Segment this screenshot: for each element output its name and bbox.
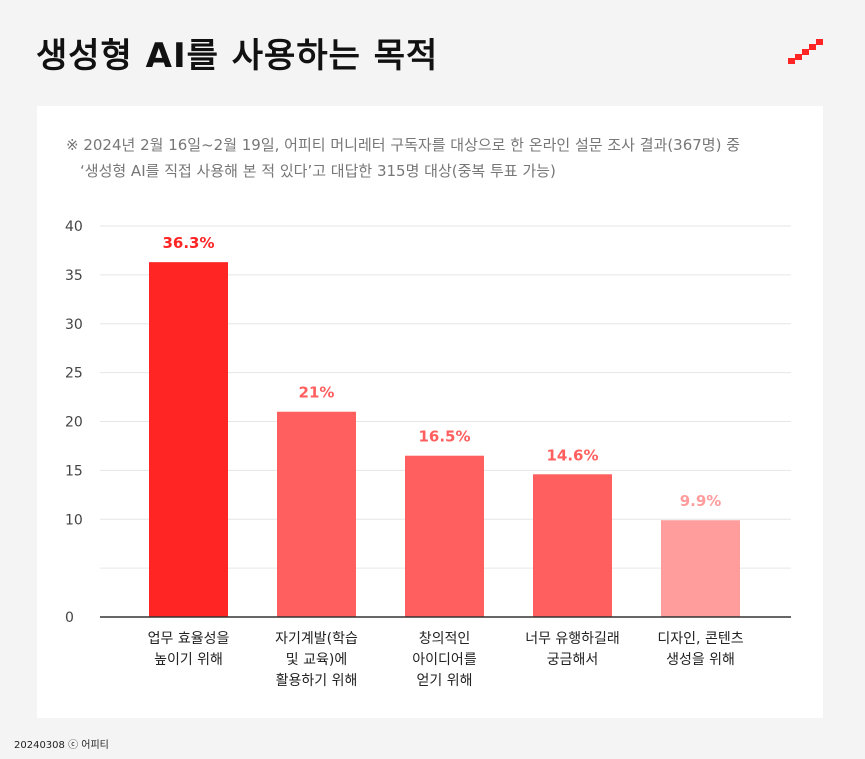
x-tick-label: 및 교육)에 <box>286 652 347 668</box>
y-tick-label: 35 <box>65 268 83 284</box>
y-tick-label: 40 <box>65 219 83 235</box>
y-tick-label: 20 <box>65 415 83 431</box>
bar <box>661 520 740 617</box>
page-title: 생성형 AI를 사용하는 목적 <box>36 36 439 76</box>
x-tick-label: 높이기 위해 <box>154 652 223 668</box>
x-tick-label: 디자인, 콘텐츠 <box>657 631 743 647</box>
bar <box>277 411 356 617</box>
x-tick-label: 아이디어를 <box>412 652 477 668</box>
bar <box>149 262 228 617</box>
x-tick-label: 궁금해서 <box>547 652 599 668</box>
data-label: 36.3% <box>162 234 214 252</box>
x-tick-label: 얻기 위해 <box>417 673 473 689</box>
bar <box>533 474 612 617</box>
brand-logo-icon <box>788 39 823 64</box>
survey-note-line1: ※ 2024년 2월 16일~2월 19일, 어피티 머니레터 구독자를 대상으… <box>66 136 741 154</box>
y-tick-label: 25 <box>65 366 83 382</box>
footer-date: 20240308 <box>14 740 65 751</box>
chart-card: ※ 2024년 2월 16일~2월 19일, 어피티 머니레터 구독자를 대상으… <box>37 106 823 718</box>
data-label: 9.9% <box>680 492 722 510</box>
x-tick-label: 너무 유행하길래 <box>525 631 620 647</box>
x-tick-label: 생성을 위해 <box>666 652 735 668</box>
data-label: 14.6% <box>546 446 598 464</box>
data-label: 16.5% <box>418 428 470 446</box>
y-tick-label: 15 <box>65 463 83 479</box>
x-tick-label: 창의적인 <box>419 631 471 647</box>
x-tick-label: 활용하기 위해 <box>276 673 358 689</box>
x-tick-label: 자기계발(학습 <box>275 631 358 647</box>
survey-note: ※ 2024년 2월 16일~2월 19일, 어피티 머니레터 구독자를 대상으… <box>66 132 740 184</box>
bar <box>405 455 484 617</box>
y-tick-label: 10 <box>65 512 83 528</box>
footer: 20240308 ⓒ 어피티 <box>14 736 109 751</box>
y-tick-label: 0 <box>65 610 74 626</box>
footer-brand: 어피티 <box>81 740 109 751</box>
y-tick-label: 30 <box>65 317 83 333</box>
survey-note-line2: ‘생성형 AI를 직접 사용해 본 적 있다’고 대답한 315명 대상(중복 … <box>80 162 556 180</box>
copyright-icon: ⓒ <box>68 740 79 751</box>
data-label: 21% <box>299 384 335 402</box>
x-tick-label: 업무 효율성을 <box>148 631 230 647</box>
